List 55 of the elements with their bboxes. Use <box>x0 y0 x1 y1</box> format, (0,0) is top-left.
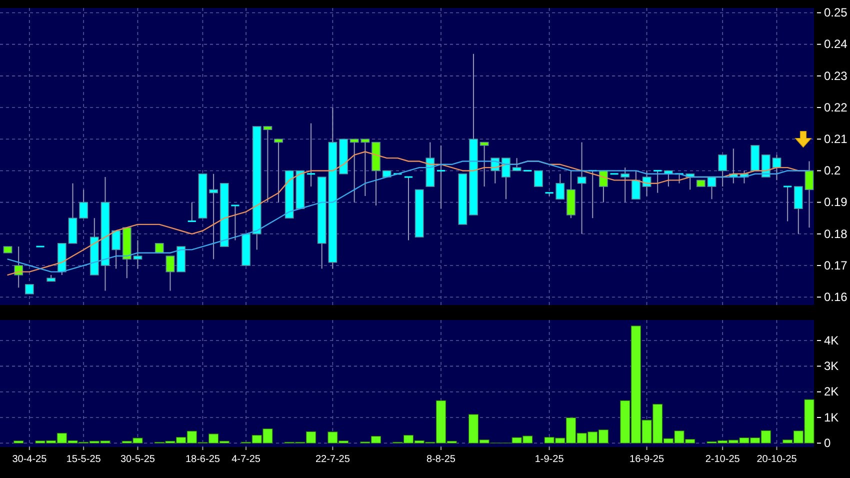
candlestick <box>133 240 142 270</box>
x-tick-label: 4-7-25 <box>232 454 261 465</box>
candlestick <box>436 144 446 210</box>
y-tick-label: 0.2 <box>824 164 842 178</box>
x-tick-label: 8-8-25 <box>426 454 456 465</box>
candlestick <box>652 170 662 194</box>
y-tick-label: 3K <box>824 359 839 374</box>
y-tick-label: 0.24 <box>824 37 848 52</box>
candlestick <box>166 256 175 292</box>
candlestick <box>534 170 543 187</box>
x-tick-label: 2-10-25 <box>705 454 740 465</box>
candlestick <box>620 167 630 203</box>
candlestick <box>274 138 283 203</box>
candlestick <box>112 230 121 270</box>
x-tick-label: 15-5-25 <box>66 454 102 465</box>
candlestick <box>263 126 272 203</box>
candlestick <box>502 158 510 200</box>
y-tick-label: 0.17 <box>824 258 848 272</box>
candlestick <box>480 142 489 188</box>
x-tick-label: 22-7-25 <box>315 454 350 465</box>
x-tick-label: 20-10-25 <box>756 454 798 465</box>
candlestick <box>577 142 586 234</box>
y-tick-label: 2K <box>824 384 839 399</box>
x-tick-label: 30-4-25 <box>12 454 48 465</box>
candlestick <box>79 189 88 219</box>
bar <box>14 440 24 444</box>
candlestick <box>209 173 218 260</box>
y-tick-label: 4K <box>824 333 839 348</box>
x-tick-label: 1-9-25 <box>534 454 564 465</box>
candlestick <box>556 173 565 200</box>
candlestick <box>14 246 24 288</box>
x-tick-label: 18-6-25 <box>185 454 220 465</box>
y-tick-label: 0.19 <box>824 195 848 210</box>
y-tick-label: 1K <box>824 410 839 424</box>
candlestick <box>404 176 414 241</box>
candlestick <box>794 186 803 234</box>
candlestick <box>512 158 522 172</box>
candlestick <box>230 204 240 241</box>
candlestick <box>772 154 782 181</box>
y-tick-label: 0.21 <box>824 132 848 146</box>
y-tick-label: 0.16 <box>824 290 848 304</box>
candlestick <box>804 160 814 228</box>
candlestick <box>631 170 640 200</box>
candlestick <box>718 154 728 188</box>
y-tick-label: 0.25 <box>824 6 848 20</box>
x-tick-label: 30-5-25 <box>120 454 156 465</box>
y-tick-label: 0.23 <box>824 68 848 83</box>
y-tick-label: 0 <box>824 436 831 450</box>
y-tick-label: 0.22 <box>824 100 848 114</box>
x-tick-label: 16-9-25 <box>630 454 664 465</box>
candlestick <box>24 284 34 294</box>
y-tick-label: 0.18 <box>824 226 848 241</box>
candlestick <box>187 202 197 222</box>
candlestick <box>782 186 792 222</box>
candlestick <box>306 122 316 188</box>
